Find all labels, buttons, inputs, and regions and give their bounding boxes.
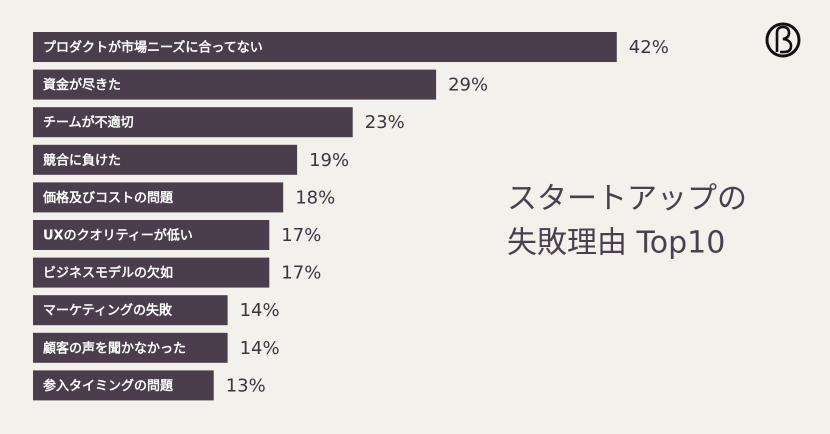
value-label: 14% (240, 338, 280, 359)
bar-category-label: UXのクオリティーが低い (43, 228, 193, 244)
value-label: 23% (365, 112, 405, 133)
bar-category-label: 競合に負けた (43, 152, 121, 168)
bar (33, 370, 214, 401)
bar-category-label: ビジネスモデルの欠如 (43, 265, 173, 281)
chart-title-line: スタートアップの (507, 182, 747, 217)
bar (33, 32, 617, 62)
value-label: 18% (295, 187, 335, 208)
value-label: 19% (309, 150, 349, 171)
bar (33, 69, 437, 100)
logo (765, 22, 801, 58)
bar (33, 107, 353, 138)
value-label: 42% (629, 37, 669, 58)
bar (33, 182, 284, 213)
bar-category-label: マーケティングの失敗 (43, 303, 173, 319)
bar-category-label: 資金が尽きた (43, 77, 121, 93)
logo-glyph (775, 25, 793, 54)
chart-title-line: 失敗理由 Top10 (507, 226, 725, 261)
value-label: 17% (281, 225, 321, 246)
value-label: 17% (281, 263, 321, 284)
value-label: 14% (240, 300, 280, 321)
bar (33, 144, 298, 175)
bar-category-label: 顧客の声を聞かなかった (43, 340, 186, 356)
bar (33, 257, 270, 288)
bar (33, 332, 228, 363)
bar-category-label: チームが不適切 (43, 115, 134, 131)
bar-category-label: プロダクトが市場ニーズに合ってない (43, 40, 263, 56)
value-label: 13% (226, 375, 266, 396)
bar-category-label: 参入タイミングの問題 (43, 378, 174, 394)
bar-category-label: 価格及びコストの問題 (42, 190, 174, 206)
value-label: 29% (448, 75, 488, 96)
bar (33, 220, 270, 250)
bar (33, 295, 228, 326)
logo-circle (765, 22, 801, 58)
